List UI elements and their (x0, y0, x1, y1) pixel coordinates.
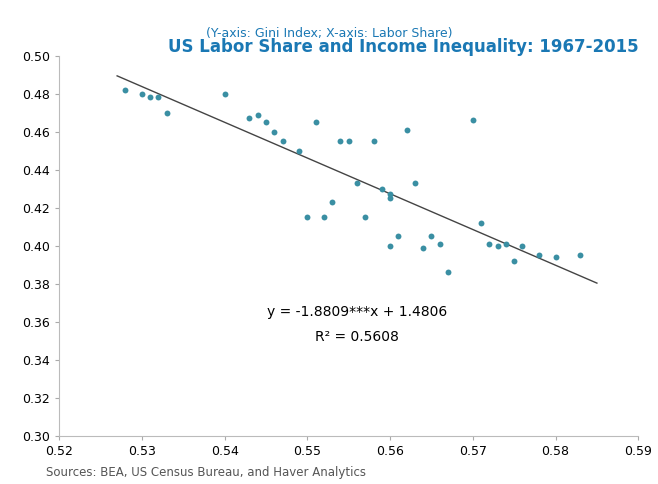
Point (318, 213, 329, 221)
Point (393, 232, 403, 240)
Point (161, 109, 172, 117)
Point (426, 232, 437, 240)
Point (484, 240, 495, 248)
Point (468, 116, 478, 124)
Text: Sources: BEA, US Census Bureau, and Haver Analytics: Sources: BEA, US Census Bureau, and Have… (46, 466, 366, 479)
Point (385, 242, 395, 250)
Text: y = -1.8809***x + 1.4806: y = -1.8809***x + 1.4806 (267, 305, 447, 319)
Point (343, 137, 354, 145)
Point (376, 185, 387, 193)
Point (418, 243, 428, 251)
Point (575, 251, 586, 259)
Point (120, 86, 131, 94)
Point (244, 115, 255, 122)
Point (492, 242, 503, 250)
Point (302, 213, 313, 221)
Point (434, 240, 445, 248)
Point (360, 213, 370, 221)
Point (219, 90, 230, 98)
Text: R² = 0.5608: R² = 0.5608 (315, 330, 399, 344)
Point (137, 90, 147, 98)
Point (550, 253, 561, 261)
Text: US Labor Share and Income Inequality: 1967-2015: US Labor Share and Income Inequality: 19… (168, 38, 638, 56)
Point (509, 257, 519, 265)
Point (410, 179, 420, 187)
Point (327, 198, 338, 206)
Point (534, 251, 544, 259)
Point (368, 137, 379, 145)
Point (253, 111, 263, 119)
Point (352, 179, 363, 187)
Point (476, 219, 486, 227)
Point (401, 126, 412, 134)
Point (277, 137, 288, 145)
Text: (Y-axis: Gini Index; X-axis: Labor Share): (Y-axis: Gini Index; X-axis: Labor Share… (206, 27, 452, 40)
Point (261, 118, 271, 126)
Point (335, 137, 345, 145)
Point (501, 240, 511, 248)
Point (443, 268, 453, 276)
Point (145, 93, 155, 101)
Point (153, 93, 164, 101)
Point (294, 147, 305, 154)
Point (385, 191, 395, 198)
Point (385, 194, 395, 202)
Point (311, 118, 321, 126)
Point (517, 242, 528, 250)
Point (269, 128, 280, 136)
